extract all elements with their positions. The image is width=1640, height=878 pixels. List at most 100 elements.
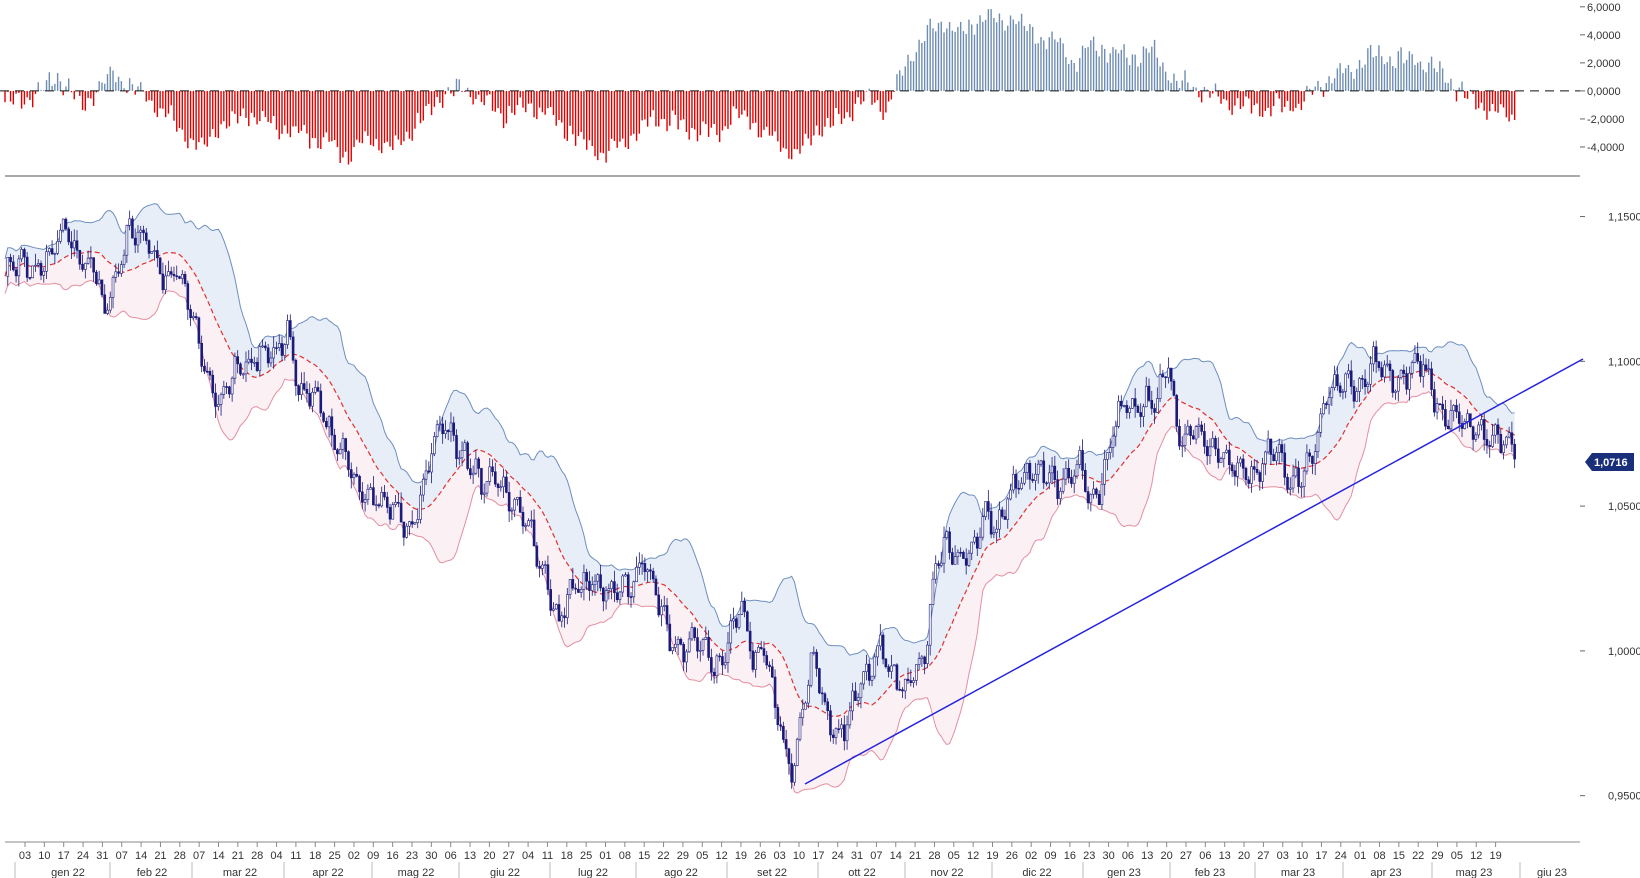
candle-body <box>408 521 411 527</box>
candle-body <box>615 592 619 600</box>
candle-body <box>283 344 287 356</box>
oscillator-bar <box>1397 51 1400 91</box>
x-day-tick-label: 24 <box>1335 850 1347 862</box>
oscillator-bar <box>189 90 192 139</box>
oscillator-bar <box>522 90 524 108</box>
x-day-tick-label: 03 <box>1277 850 1289 862</box>
oscillator-bar <box>1419 61 1422 91</box>
oscillator-bar <box>375 90 377 139</box>
candle-body <box>657 594 661 616</box>
candle-body <box>959 551 962 554</box>
candle-body <box>1169 367 1173 382</box>
oscillator-y-axis: 6,0000 4,0000 2,0000 0,0000 -2,0000 -4,0000 <box>1580 2 1624 154</box>
oscillator-bar <box>630 90 632 136</box>
x-day-tick-label: 28 <box>928 850 940 862</box>
candle-body <box>931 578 935 605</box>
candle-body <box>1480 419 1483 426</box>
oscillator-bar <box>760 90 762 138</box>
oscillator-bar <box>92 90 95 106</box>
candle-body <box>513 499 516 511</box>
oscillator-bar <box>1162 62 1164 91</box>
candle-body <box>496 483 500 488</box>
oscillator-bar <box>1109 53 1111 91</box>
oscillator-bar <box>1306 85 1308 91</box>
candle-body <box>743 601 746 613</box>
candle-body <box>671 647 674 651</box>
oscillator-bar <box>1239 90 1242 109</box>
candle-body <box>879 634 882 647</box>
candle-body <box>446 430 450 433</box>
candle-body <box>538 566 541 569</box>
oscillator-bar <box>134 90 136 95</box>
oscillator-bar <box>347 90 350 165</box>
oscillator-bar <box>793 90 796 150</box>
candle-body <box>430 453 433 473</box>
oscillator-tick-label: 6,0000 <box>1587 2 1621 14</box>
oscillator-bar <box>173 90 175 121</box>
oscillator-bar <box>849 90 851 118</box>
trendline[interactable] <box>804 358 1584 785</box>
oscillator-bar <box>926 24 929 91</box>
candle-body <box>732 618 735 622</box>
candle-body <box>1416 353 1419 362</box>
oscillator-bar <box>1123 44 1125 91</box>
oscillator-bar <box>1034 43 1037 91</box>
candle-body <box>502 476 505 488</box>
oscillator-bar <box>954 31 956 91</box>
oscillator-bar <box>1439 61 1441 91</box>
oscillator-bar <box>383 90 386 144</box>
oscillator-bar <box>502 90 505 129</box>
candle-body <box>275 347 278 349</box>
x-month-label: mag 23 <box>1456 867 1493 878</box>
oscillator-bar <box>1192 86 1195 91</box>
candle-body <box>291 336 295 361</box>
candle-body <box>1322 403 1325 415</box>
oscillator-bar <box>1292 90 1294 112</box>
oscillator-bar <box>818 90 821 136</box>
candle-body <box>313 387 317 393</box>
oscillator-bar <box>766 90 768 127</box>
oscillator-bar <box>671 90 674 111</box>
candle-body <box>1167 367 1170 378</box>
oscillator-bar <box>1317 80 1319 91</box>
candle-body <box>809 652 813 686</box>
candle-body <box>438 423 442 426</box>
candle-body <box>1222 452 1226 460</box>
oscillator-bar <box>1342 73 1344 91</box>
oscillator-bar <box>90 90 92 99</box>
oscillator-bar <box>1184 70 1186 91</box>
candle-body <box>322 412 325 422</box>
candle-body <box>1344 373 1347 392</box>
oscillator-bar <box>1253 90 1255 106</box>
oscillator-bar <box>1369 44 1372 91</box>
candle-body <box>939 562 943 566</box>
candle-body <box>1430 368 1433 390</box>
oscillator-bar <box>1176 80 1178 91</box>
oscillator-bar <box>26 90 28 98</box>
candle-body <box>48 248 51 253</box>
candle-body <box>1228 449 1231 466</box>
oscillator-bar <box>1134 54 1136 91</box>
oscillator-bar <box>821 90 823 137</box>
oscillator-bar <box>184 90 186 142</box>
candle-body <box>1233 470 1237 477</box>
candle-body <box>554 604 558 610</box>
candle-body <box>881 634 885 660</box>
candle-body <box>1286 476 1289 490</box>
oscillator-bar <box>339 90 341 163</box>
oscillator-bar <box>1128 65 1131 91</box>
oscillator-bar <box>414 90 416 129</box>
oscillator-bar <box>1356 68 1358 91</box>
candle-body <box>604 590 608 602</box>
oscillator-bar <box>433 90 436 107</box>
oscillator-bar <box>854 90 857 104</box>
candle-body <box>1424 364 1428 370</box>
candle-body <box>621 575 625 593</box>
oscillator-bar <box>998 13 1001 91</box>
upper-band-line <box>4 203 1515 660</box>
price-tick-label: 1,0500 <box>1608 501 1640 513</box>
candle-body <box>577 588 580 593</box>
candle-body <box>701 639 705 651</box>
candle-body <box>795 738 799 766</box>
candle-body <box>607 588 611 591</box>
